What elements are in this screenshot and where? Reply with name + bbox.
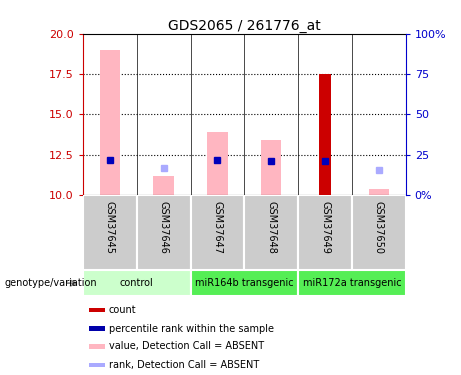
Text: count: count [109,305,136,315]
Text: GSM37650: GSM37650 [374,201,384,254]
Bar [83,270,190,296]
Text: miR164b transgenic: miR164b transgenic [195,278,294,288]
Title: GDS2065 / 261776_at: GDS2065 / 261776_at [168,19,321,33]
Text: GSM37647: GSM37647 [213,201,223,254]
Text: GSM37645: GSM37645 [105,201,115,254]
Text: GSM37646: GSM37646 [159,201,169,254]
Bar [298,195,352,270]
Bar [190,195,244,270]
Text: percentile rank within the sample: percentile rank within the sample [109,324,274,333]
Bar [244,195,298,270]
Text: GSM37648: GSM37648 [266,201,276,254]
Bar [89,308,105,312]
Bar [83,195,137,270]
Bar [100,50,120,195]
Bar [207,132,228,195]
Bar [261,140,281,195]
Bar [89,326,105,331]
Bar [137,195,190,270]
Bar [352,195,406,270]
Text: GSM37649: GSM37649 [320,201,330,254]
Bar [89,363,105,368]
Bar [154,176,174,195]
Text: genotype/variation: genotype/variation [5,278,97,288]
Bar [190,270,298,296]
Bar [368,189,389,195]
Text: miR172a transgenic: miR172a transgenic [302,278,401,288]
Text: rank, Detection Call = ABSENT: rank, Detection Call = ABSENT [109,360,259,370]
Text: value, Detection Call = ABSENT: value, Detection Call = ABSENT [109,342,264,351]
Text: control: control [120,278,154,288]
Bar [298,270,406,296]
Bar [89,344,105,349]
Bar [319,74,331,195]
